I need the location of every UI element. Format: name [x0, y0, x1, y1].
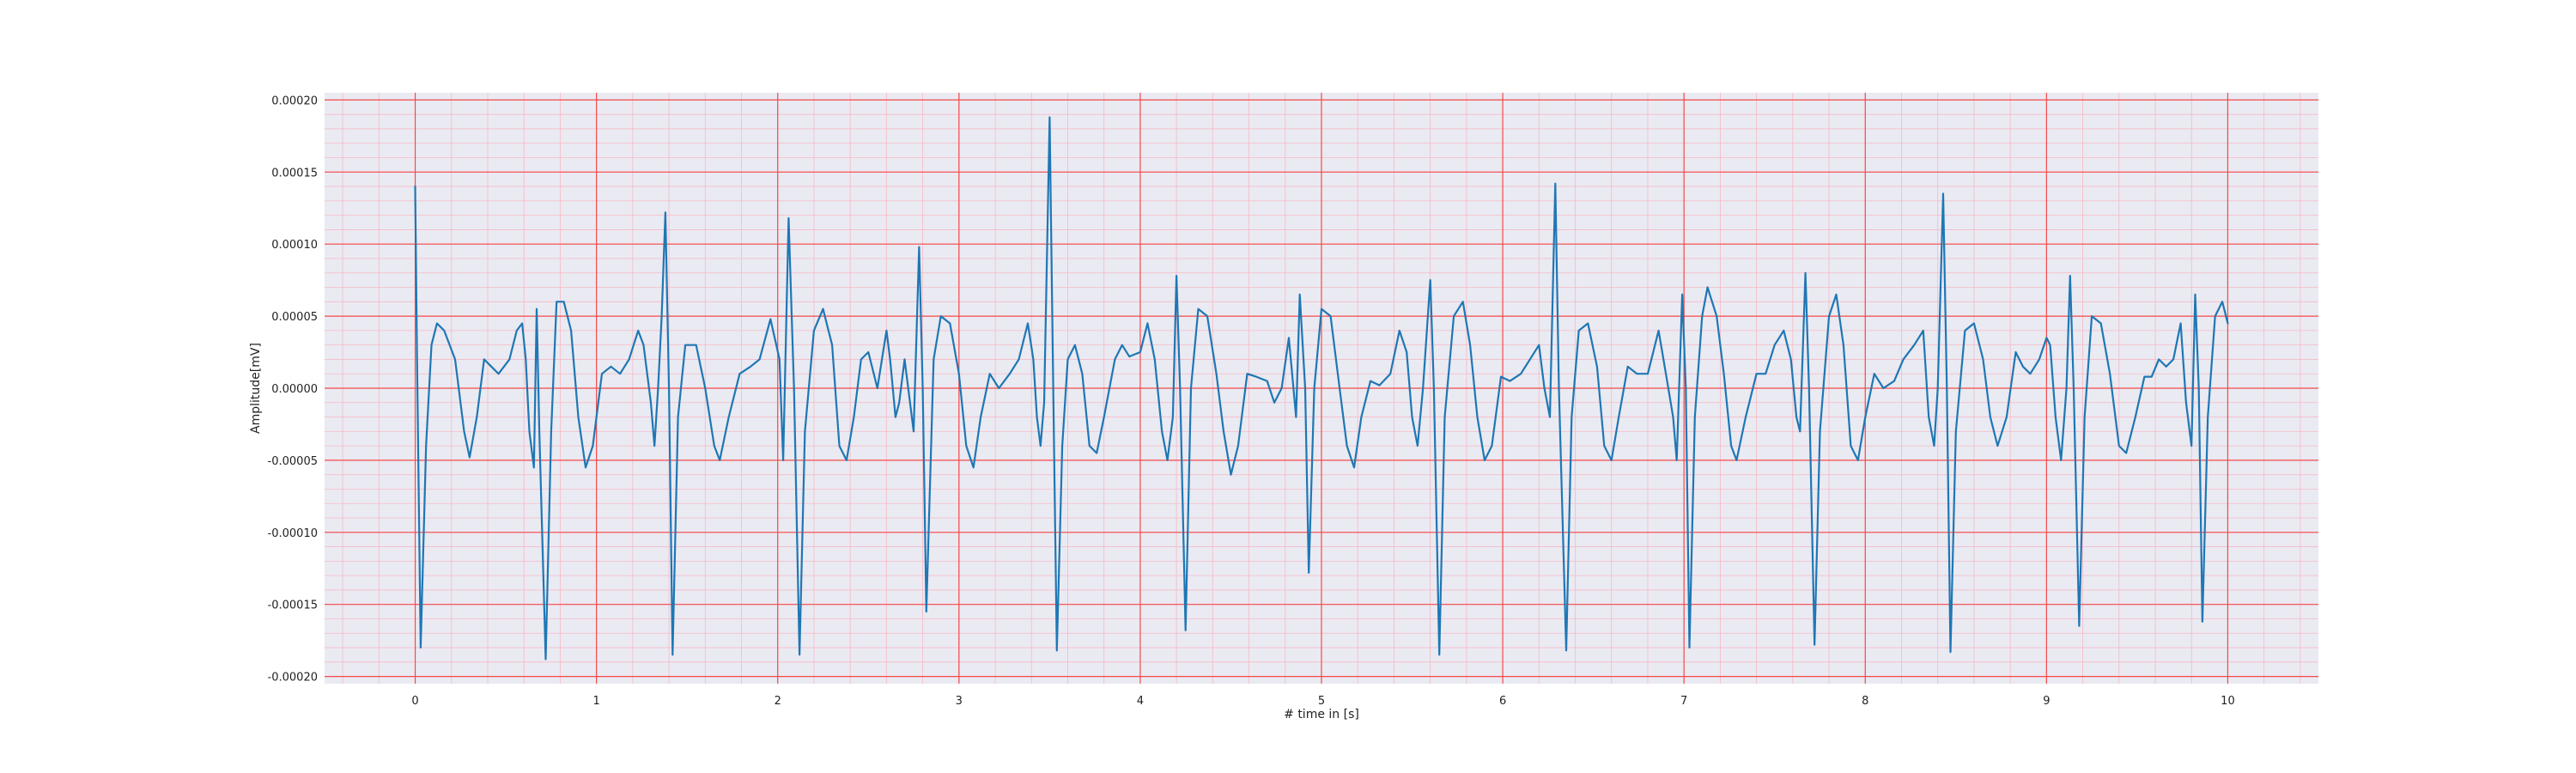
y-tick-label: 0.00020 [271, 94, 318, 107]
signal-line [414, 116, 2229, 660]
y-tick-label: -0.00015 [268, 600, 318, 612]
x-tick-label: 3 [956, 695, 963, 708]
x-tick-label: 0 [411, 695, 418, 708]
x-tick-label: 10 [2221, 695, 2235, 708]
y-tick-label: 0.00010 [271, 239, 318, 252]
x-tick-label: 4 [1137, 695, 1144, 708]
y-tick-label: -0.00005 [268, 455, 318, 468]
x-tick-label: 2 [775, 695, 781, 708]
y-axis-ticks: 0.00020 0.00015 0.00010 0.00005 0.00000 -0.00… [268, 94, 318, 684]
x-tick-label: 7 [1680, 695, 1687, 708]
y-tick-label: -0.00020 [268, 672, 318, 685]
y-tick-label: -0.00010 [268, 527, 318, 540]
y-axis-label: Amplitude[mV] [249, 343, 263, 434]
x-axis-ticks: 0 1 2 3 4 5 6 7 8 9 10 [411, 695, 2234, 708]
x-tick-label: 8 [1862, 695, 1868, 708]
x-tick-label: 9 [2043, 695, 2050, 708]
x-tick-label: 1 [592, 695, 599, 708]
y-tick-label: 0.00000 [271, 383, 318, 396]
x-tick-label: 5 [1318, 695, 1325, 708]
x-axis-label: # time in [s] [1284, 708, 1359, 721]
y-tick-label: 0.00015 [271, 167, 318, 180]
y-tick-label: 0.00005 [271, 311, 318, 324]
series-layer [414, 116, 2229, 660]
x-tick-label: 6 [1499, 695, 1506, 708]
